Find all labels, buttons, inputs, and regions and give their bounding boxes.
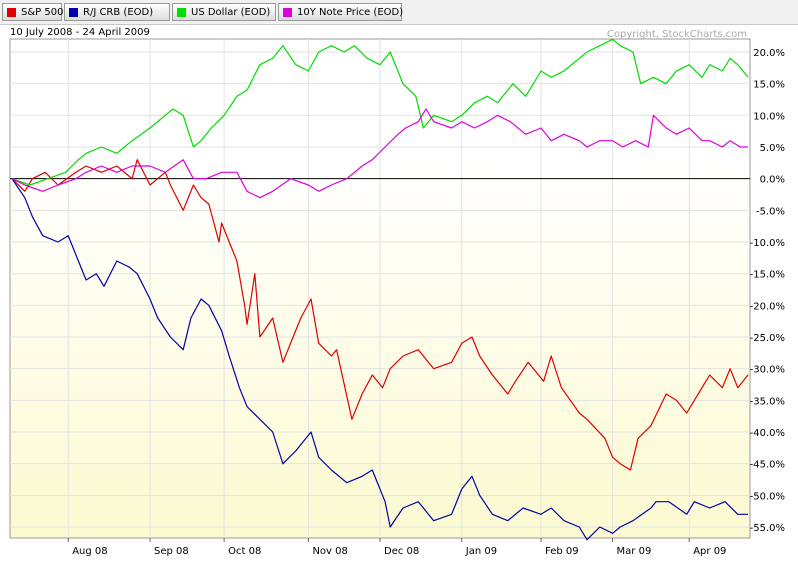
x-tick-label: Aug 08 <box>72 546 107 557</box>
legend-rjcrb-tab[interactable]: R/J CRB (EOD) <box>64 3 170 21</box>
chart-area: 20.0% 15.0% 10.0% 5.0% 0.0% -5.0% -10.0% -15.0%… <box>9 27 785 557</box>
y-tick-label: -10.0% <box>750 238 785 249</box>
series-line-10y-note-price-eod <box>11 108 748 199</box>
y-tick-label: -55.0% <box>750 523 785 534</box>
legend-sp500-swatch <box>7 8 16 17</box>
x-tick-label: Oct 08 <box>228 546 261 557</box>
legend-10ynote-swatch <box>283 8 292 17</box>
y-tick-label: 10.0% <box>753 111 785 122</box>
y-tick-label: 20.0% <box>753 48 785 59</box>
x-tick-label: Mar 09 <box>617 546 652 557</box>
x-tick-label: Sep 08 <box>154 546 189 557</box>
y-tick-label: -25.0% <box>750 333 785 344</box>
y-tick-label: -5.0% <box>756 206 785 217</box>
x-tick-label: Dec 08 <box>384 546 419 557</box>
y-tick-label: 5.0% <box>760 143 785 154</box>
y-tick-label: -45.0% <box>750 460 785 471</box>
legend-sp500-tab[interactable]: S&P 500 <box>2 3 64 21</box>
date-range: 10 July 2008 - 24 April 2009 <box>10 27 150 38</box>
legend-bar: S&P 500 R/J CRB (EOD) US Dollar (EOD) 10… <box>0 0 798 25</box>
x-tick-label: Apr 09 <box>693 546 726 557</box>
y-tick-label: -35.0% <box>750 396 785 407</box>
legend-usdollar-label: US Dollar (EOD) <box>191 7 271 18</box>
legend-rjcrb-label: R/J CRB (EOD) <box>83 7 154 18</box>
y-tick-label: -20.0% <box>750 301 785 312</box>
copyright-notice: Copyright, StockCharts.com <box>607 29 747 40</box>
x-axis-ticks: Aug 08 Sep 08 Oct 08 Nov 08 Dec 08 Jan 09 Feb … <box>67 538 726 557</box>
y-tick-label: -30.0% <box>750 365 785 376</box>
y-axis-ticks: 20.0% 15.0% 10.0% 5.0% 0.0% -5.0% -10.0% -15.0%… <box>750 48 785 534</box>
series-line-s-p-500 <box>11 159 749 471</box>
series-group <box>11 38 749 541</box>
legend-usdollar-tab[interactable]: US Dollar (EOD) <box>172 3 276 21</box>
legend-rjcrb-swatch <box>69 8 78 17</box>
y-tick-label: -15.0% <box>750 270 785 281</box>
legend-sp500-label: S&P 500 <box>21 7 64 18</box>
series-line-us-dollar-eod <box>11 38 749 186</box>
x-tick-label: Feb 09 <box>545 546 579 557</box>
legend-usdollar-swatch <box>177 8 186 17</box>
legend-10ynote-tab[interactable]: 10Y Note Price (EOD) <box>278 3 404 21</box>
y-tick-label: -40.0% <box>750 428 785 439</box>
y-tick-label: -50.0% <box>750 491 785 502</box>
x-tick-label: Jan 09 <box>465 546 497 557</box>
series-line-r-j-crb-eod <box>11 178 748 541</box>
x-tick-label: Nov 08 <box>312 546 347 557</box>
y-tick-label: 15.0% <box>753 80 785 91</box>
legend-10ynote-label: 10Y Note Price (EOD) <box>297 7 404 18</box>
y-tick-label: 0.0% <box>760 175 785 186</box>
